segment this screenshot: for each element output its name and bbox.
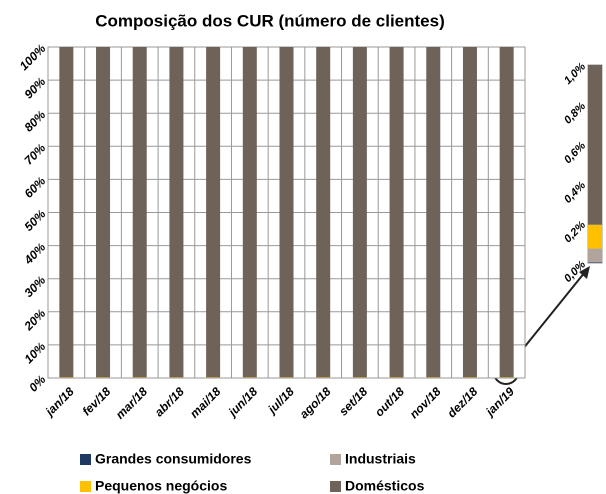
bar-segment xyxy=(588,65,602,225)
x-tick-label: mar/18 xyxy=(113,384,150,421)
x-tick-label: ago/18 xyxy=(297,384,334,421)
legend-label: Domésticos xyxy=(345,478,425,494)
y-tick-label: 70% xyxy=(21,141,48,168)
y-tick-label: 100% xyxy=(17,41,49,73)
y-tick-label: 60% xyxy=(21,174,48,201)
y-tick-label: 30% xyxy=(21,273,48,300)
y-tick-label: 0,8% xyxy=(562,100,588,126)
x-tick-label: jan/19 xyxy=(482,384,518,420)
bar-segment xyxy=(352,47,367,378)
legend-label: Industriais xyxy=(345,451,416,467)
bar-segment xyxy=(169,47,184,378)
bar-segment xyxy=(242,47,257,378)
x-tick-label: set/18 xyxy=(336,384,370,418)
x-tick-label: mai/18 xyxy=(187,384,224,421)
legend-label: Pequenos negócios xyxy=(95,478,227,494)
bar-segment xyxy=(426,47,441,378)
bar-segment xyxy=(389,47,404,378)
y-tick-label: 0,4% xyxy=(562,179,588,205)
bar-segment xyxy=(59,47,74,378)
bar-segment xyxy=(132,47,147,378)
y-tick-label: 40% xyxy=(21,240,49,268)
x-tick-label: abr/18 xyxy=(152,384,187,419)
legend-swatch xyxy=(80,481,91,492)
y-tick-label: 0,6% xyxy=(562,140,588,166)
y-tick-label: 0% xyxy=(26,372,48,394)
chart-title: Composição dos CUR (número de clientes) xyxy=(95,11,445,30)
bars xyxy=(59,47,514,378)
bar-segment xyxy=(279,47,294,378)
bar-segment xyxy=(206,47,221,378)
bar-segment xyxy=(588,224,602,249)
x-tick-label: jan/18 xyxy=(41,384,77,420)
x-tick-label: fev/18 xyxy=(79,384,113,418)
y-tick-label: 50% xyxy=(21,207,48,234)
y-tick-label: 10% xyxy=(21,339,48,366)
x-tick-label: jun/18 xyxy=(224,384,260,420)
y-tick-label: 0,2% xyxy=(562,219,588,245)
zoom-arrow xyxy=(513,271,586,361)
y-tick-label: 20% xyxy=(21,306,49,334)
legend-swatch xyxy=(80,454,91,465)
bar-segment xyxy=(462,47,477,378)
y-tick-label: 80% xyxy=(21,107,48,134)
bar-segment xyxy=(588,248,602,263)
bar-segment xyxy=(588,262,602,263)
x-tick-label: jul/18 xyxy=(264,384,297,417)
bar-segment xyxy=(96,47,111,378)
bar-segment xyxy=(316,47,331,378)
legend-swatch xyxy=(330,454,341,465)
x-tick-label: out/18 xyxy=(372,384,407,419)
x-tick-label: nov/18 xyxy=(407,384,444,421)
bars xyxy=(588,65,602,263)
legend-swatch xyxy=(330,481,341,492)
x-tick-label: dez/18 xyxy=(444,384,480,420)
y-tick-label: 90% xyxy=(21,74,48,101)
arrow-head xyxy=(579,266,590,279)
legend-label: Grandes consumidores xyxy=(95,451,252,467)
y-tick-label: 1,0% xyxy=(562,61,588,87)
bar-segment xyxy=(499,47,514,378)
